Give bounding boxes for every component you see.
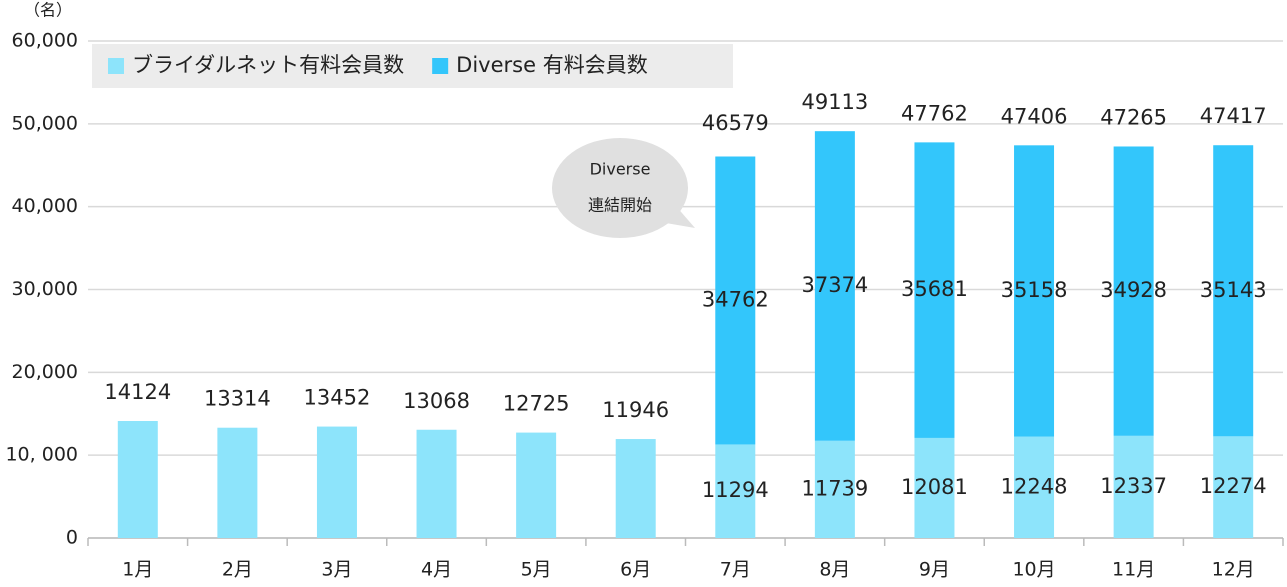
value-label: 35143: [1200, 278, 1267, 302]
legend-box: [92, 44, 733, 88]
bar-segment: [217, 427, 258, 538]
x-tick-label: 1月: [122, 559, 153, 581]
annotation-text: 連結開始: [588, 196, 652, 215]
value-label: 12081: [901, 475, 968, 499]
legend-label: Diverse 有料会員数: [456, 53, 648, 77]
bar-segment: [416, 429, 457, 538]
total-label: 47762: [901, 101, 968, 125]
value-label: 12248: [1001, 474, 1068, 498]
value-label: 35158: [1001, 278, 1068, 302]
bar-segment: [814, 131, 855, 441]
value-label: 11739: [801, 476, 868, 500]
total-label: 47265: [1100, 105, 1167, 129]
value-label: 12274: [1200, 474, 1267, 498]
bar-segment: [914, 142, 955, 438]
value-label: 12337: [1100, 474, 1167, 498]
bar-segment: [1113, 435, 1154, 538]
y-tick-label: 20,000: [12, 361, 78, 383]
x-tick-label: 5月: [521, 559, 552, 581]
bar-segment: [516, 432, 557, 538]
value-label: 13068: [403, 389, 470, 413]
x-tick-label: 6月: [620, 559, 651, 581]
bar-segment: [715, 156, 756, 445]
y-tick-label: 30,000: [12, 278, 78, 300]
value-label: 37374: [801, 273, 868, 297]
x-tick-label: 10月: [1012, 559, 1055, 581]
annotation-bubble: [552, 138, 688, 238]
y-tick-label: 0: [66, 527, 78, 549]
value-label: 35681: [901, 277, 968, 301]
value-label: 13314: [204, 387, 271, 411]
bar-segment: [316, 426, 357, 538]
bar-segment: [1113, 146, 1154, 436]
x-tick-label: 2月: [222, 559, 253, 581]
total-label: 46579: [702, 111, 769, 135]
total-label: 47406: [1001, 104, 1068, 128]
value-label: 11294: [702, 478, 769, 502]
y-tick-label: 50,000: [12, 112, 78, 134]
x-tick-label: 9月: [919, 559, 950, 581]
value-label: 11946: [602, 398, 669, 422]
bar-segment: [1213, 145, 1254, 437]
x-tick-label: 7月: [720, 559, 751, 581]
bar-segment: [814, 440, 855, 538]
total-label: 47417: [1200, 104, 1267, 128]
legend-label: ブライダルネット有料会員数: [132, 53, 404, 77]
legend-swatch: [108, 58, 124, 74]
total-label: 49113: [801, 90, 868, 114]
x-tick-label: 3月: [321, 559, 352, 581]
bar-segment: [1014, 145, 1055, 437]
value-label: 13452: [304, 386, 371, 410]
x-tick-label: 11月: [1112, 559, 1155, 581]
y-tick-label: 60,000: [12, 30, 78, 52]
value-label: 12725: [503, 392, 570, 416]
x-tick-label: 8月: [819, 559, 850, 581]
value-label: 34928: [1100, 278, 1167, 302]
unit-label: （名）: [24, 1, 72, 20]
bar-segment: [1014, 436, 1055, 538]
y-tick-label: 40,000: [12, 195, 78, 217]
value-label: 34762: [702, 287, 769, 311]
x-tick-label: 12月: [1212, 559, 1255, 581]
annotation-text: Diverse: [590, 160, 651, 179]
legend-swatch: [432, 58, 449, 74]
bar-segment: [715, 444, 756, 538]
value-label: 14124: [104, 380, 171, 404]
y-tick-label: 10, 000: [5, 444, 78, 466]
x-tick-label: 4月: [421, 559, 452, 581]
bar-segment: [914, 437, 955, 538]
bar-segment: [1213, 436, 1254, 538]
bar-segment: [117, 421, 158, 538]
bar-segment: [615, 439, 656, 538]
